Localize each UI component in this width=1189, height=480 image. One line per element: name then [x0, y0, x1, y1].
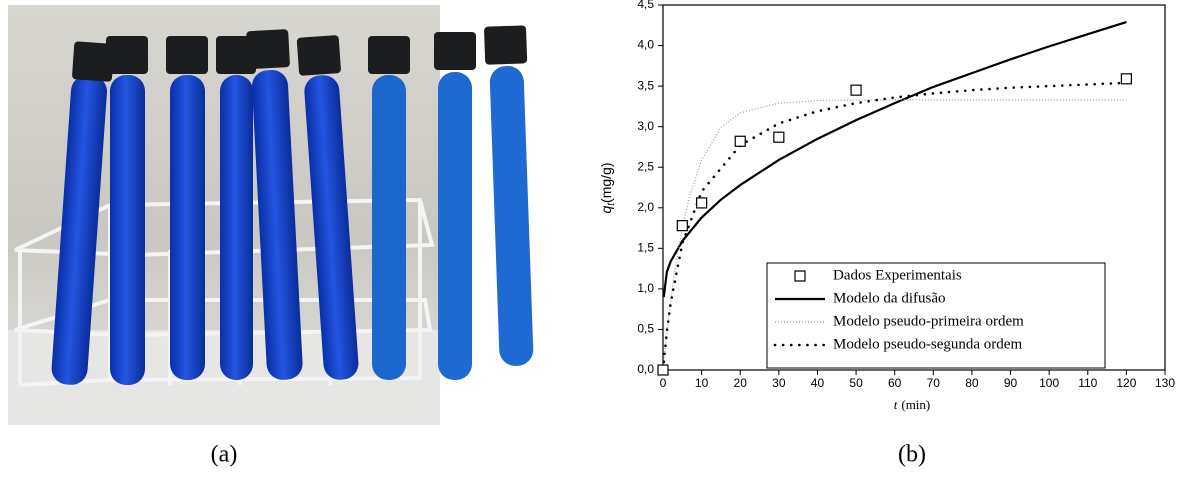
- caption: (b): [898, 442, 926, 468]
- legend-label: Modelo pseudo-segunda ordem: [833, 336, 1022, 352]
- x-tick-label: 50: [849, 376, 863, 390]
- y-tick-label: 4,5: [637, 0, 654, 11]
- plot-frame: [662, 4, 1166, 371]
- x-tick-label: 70: [927, 376, 941, 390]
- x-tick-label: 120: [1116, 376, 1136, 390]
- y-tick-label: 3,5: [637, 78, 654, 92]
- legend-box: [766, 262, 1106, 369]
- y-label-unit: (mg/g): [598, 162, 614, 202]
- y-tick-label: 2,0: [637, 200, 654, 214]
- x-tick-label: 90: [1004, 376, 1018, 390]
- y-tick-label: 1,5: [637, 241, 654, 255]
- x-axis-label: t (min): [894, 397, 931, 412]
- x-tick-label: 130: [1155, 376, 1175, 390]
- test-tubes: [51, 25, 534, 385]
- legend-label: Modelo pseudo-primeira ordem: [833, 313, 1024, 329]
- legend-label: Dados Experimentais: [833, 267, 962, 283]
- photo: [8, 5, 534, 425]
- data-point: [676, 220, 688, 232]
- data-point: [850, 84, 862, 96]
- data-point: [734, 135, 746, 147]
- x-tick-label: 110: [1078, 376, 1097, 390]
- x-tick-label: 30: [772, 376, 786, 390]
- model-line: [661, 81, 1128, 372]
- model-line: [662, 99, 1127, 371]
- x-label-unit: (min): [901, 397, 930, 412]
- chart: 0 10 20 30 40 50 60 70 80 90 100 110 120 130 0,0 0,5 1,0…: [598, 0, 1176, 412]
- y-label-symbol: q: [598, 206, 614, 214]
- x-tick-label: 20: [734, 376, 748, 390]
- y-tick-label: 3,0: [637, 119, 654, 133]
- y-label-subscript: t: [606, 202, 617, 206]
- y-axis-label: qt(mg/g): [598, 162, 617, 213]
- x-tick-label: 80: [965, 376, 979, 390]
- y-tick-label: 2,5: [637, 159, 654, 173]
- data-point: [773, 131, 785, 143]
- model-line: [662, 20, 1127, 298]
- x-tick-label: 100: [1039, 376, 1059, 390]
- y-tick-label: 0,0: [637, 362, 654, 376]
- x-tick-label: 0: [660, 376, 667, 390]
- y-tick-label: 0,5: [637, 322, 654, 336]
- x-tick-label: 40: [811, 376, 825, 390]
- data-point: [696, 197, 708, 209]
- caption: (a): [211, 442, 238, 468]
- data-point: [1120, 73, 1132, 85]
- legend-marker: [794, 270, 806, 282]
- y-tick-label: 1,0: [637, 281, 654, 295]
- x-tick-label: 10: [695, 376, 709, 390]
- x-tick-label: 60: [888, 376, 902, 390]
- x-label-symbol: t: [894, 397, 898, 412]
- y-tick-label: 4,0: [637, 38, 654, 52]
- legend-label: Modelo da difusão: [833, 290, 945, 306]
- data-point: [657, 364, 669, 376]
